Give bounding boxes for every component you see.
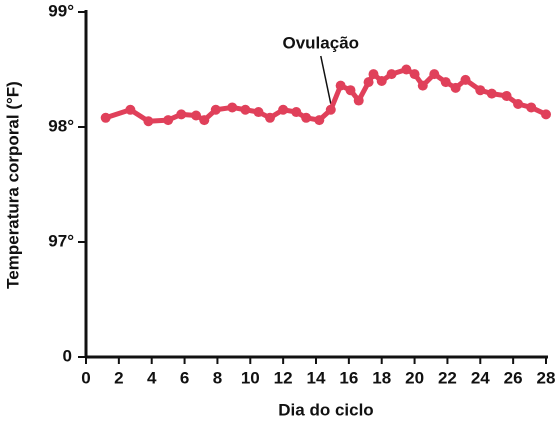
y-tick-label: 97° — [48, 231, 74, 250]
data-point — [240, 104, 251, 115]
data-point — [335, 80, 346, 91]
y-tick-label: 99° — [48, 1, 74, 20]
data-point — [475, 85, 486, 96]
data-point — [363, 77, 374, 88]
data-point — [401, 64, 412, 75]
data-point — [325, 104, 336, 115]
data-point — [176, 109, 187, 120]
data-point — [409, 69, 420, 80]
data-point — [486, 88, 497, 99]
x-tick-label: 0 — [81, 368, 90, 387]
data-point — [417, 80, 428, 91]
annotation-pointer — [320, 55, 332, 104]
data-point — [100, 112, 111, 123]
x-tick-label: 10 — [241, 368, 260, 387]
data-point — [513, 99, 524, 109]
data-point — [163, 115, 174, 126]
data-point — [291, 107, 302, 118]
data-point — [440, 77, 451, 88]
data-point — [345, 85, 356, 96]
x-tick-label: 8 — [213, 368, 222, 387]
data-point — [376, 76, 387, 86]
x-tick-label: 4 — [147, 368, 157, 387]
x-tick-label: 2 — [114, 368, 123, 387]
x-tick-label: 26 — [504, 368, 523, 387]
x-tick-label: 18 — [372, 368, 391, 387]
data-point — [227, 102, 238, 113]
x-tick-label: 20 — [405, 368, 424, 387]
x-tick-label: 14 — [307, 368, 326, 387]
x-tick-label: 12 — [274, 368, 293, 387]
x-tick-label: 16 — [339, 368, 358, 387]
x-tick-label: 28 — [537, 368, 556, 387]
y-axis-label: Temperatura corporal (°F) — [3, 81, 22, 289]
data-point — [314, 115, 325, 126]
data-point — [253, 107, 264, 118]
data-point — [265, 112, 275, 123]
x-tick-label: 24 — [471, 368, 490, 387]
x-axis-label: Dia do ciclo — [278, 400, 373, 419]
data-point — [450, 82, 461, 93]
data-point — [541, 109, 551, 120]
data-point — [199, 115, 210, 126]
data-point — [429, 69, 440, 80]
data-point — [143, 116, 154, 127]
x-tick-label: 6 — [180, 368, 189, 387]
data-point — [210, 104, 221, 115]
data-point — [368, 69, 379, 80]
y-tick-label: 0 — [63, 346, 72, 365]
data-point — [386, 69, 397, 80]
x-tick-label: 22 — [438, 368, 457, 387]
data-point — [278, 104, 289, 115]
y-tick-label: 98° — [48, 116, 74, 135]
data-point — [353, 95, 364, 106]
data-point — [460, 74, 471, 85]
data-point — [191, 110, 202, 121]
data-point — [501, 90, 512, 101]
data-point — [526, 102, 537, 113]
annotation: Ovulação — [283, 33, 360, 52]
data-point — [301, 112, 312, 123]
data-point — [125, 104, 136, 115]
